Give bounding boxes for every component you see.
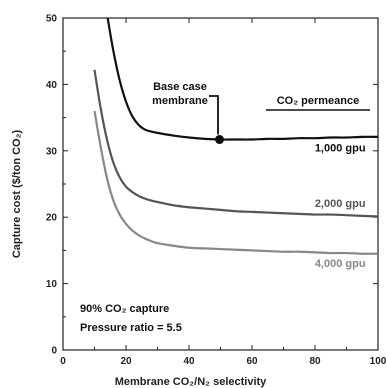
y-tick-label: 20	[46, 213, 58, 224]
series-label-2: 4,000 gpu	[315, 258, 366, 270]
note-0: 90% CO₂ capture	[80, 303, 169, 315]
series-label-1: 2,000 gpu	[315, 198, 366, 210]
note-1: Pressure ratio = 5.5	[80, 322, 182, 334]
base-case-marker	[215, 135, 224, 145]
y-tick-label: 50	[46, 14, 58, 25]
base-case-leader	[209, 95, 219, 135]
series-line-2	[93, 110, 378, 255]
x-tick-label: 80	[309, 356, 321, 367]
plot-frame	[62, 17, 379, 351]
curves-clipped	[93, 18, 378, 255]
base-case-label-line1: Base case	[153, 81, 207, 93]
series-line-1	[93, 69, 378, 218]
base-case-label-line2: membrane	[152, 95, 208, 107]
x-tick-label: 100	[370, 356, 386, 367]
x-tick-label: 20	[120, 356, 132, 367]
x-axis-label: Membrane CO₂/N₂ selectivity	[115, 376, 267, 388]
y-tick-label: 40	[46, 80, 58, 91]
y-tick-label: 30	[46, 146, 58, 157]
x-tick-label: 40	[183, 356, 195, 367]
y-tick-label: 10	[46, 279, 58, 290]
y-axis-label: Capture cost ($/ton CO₂)	[11, 129, 23, 258]
x-tick-label: 0	[60, 356, 66, 367]
axes: 0 20 40 60 80 100 0 10 20 30 40 50	[46, 14, 386, 368]
legend-title: CO₂ permeance	[277, 95, 360, 107]
y-tick-label: 0	[51, 346, 57, 357]
series-label-0: 1,000 gpu	[315, 143, 366, 155]
chart-labels: Membrane CO₂/N₂ selectivity Capture cost …	[11, 81, 370, 388]
series-line-0	[106, 18, 378, 141]
x-tick-label: 60	[246, 356, 258, 367]
curves	[93, 18, 378, 255]
